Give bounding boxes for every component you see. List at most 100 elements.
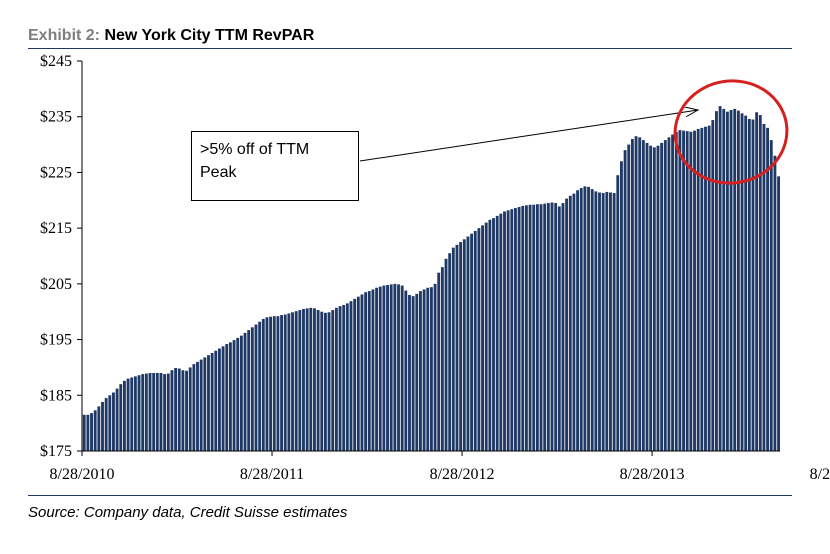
bar — [777, 176, 780, 451]
annotation-line-2: Peak — [200, 164, 237, 181]
bar — [444, 258, 448, 451]
bar — [86, 414, 90, 451]
y-tick-label: $175 — [40, 443, 72, 460]
bar — [331, 310, 335, 451]
bar — [101, 401, 104, 451]
x-tick-label: 8/28/2011 — [240, 466, 304, 483]
bar — [130, 377, 134, 451]
bar — [579, 188, 583, 451]
bar — [174, 367, 178, 451]
bar — [155, 373, 159, 451]
bar — [733, 108, 737, 451]
bar — [250, 327, 254, 451]
bar — [758, 115, 762, 451]
bar — [152, 373, 156, 451]
bar — [115, 388, 119, 451]
bar — [356, 296, 360, 451]
bar — [576, 190, 579, 451]
bar — [305, 308, 309, 451]
bar — [594, 191, 598, 451]
source-note: Source: Company data, Credit Suisse esti… — [28, 504, 348, 521]
bar — [521, 205, 525, 451]
bar-series — [82, 106, 780, 452]
annotation-arrow — [359, 110, 698, 162]
bar — [638, 137, 642, 451]
bar — [528, 204, 532, 451]
bar — [170, 370, 174, 451]
bar — [532, 204, 536, 451]
y-tick-label: $215 — [40, 220, 72, 237]
bar — [276, 316, 280, 451]
exhibit-label: Exhibit 2: — [28, 27, 101, 44]
bar — [506, 210, 510, 451]
bar — [598, 192, 601, 452]
bar — [433, 283, 437, 451]
y-tick-label: $205 — [40, 276, 72, 293]
bar — [338, 306, 342, 451]
bar — [258, 321, 262, 451]
bar — [773, 155, 777, 451]
bar — [196, 361, 199, 451]
bar — [309, 307, 313, 451]
bar — [93, 410, 97, 451]
bar — [722, 108, 726, 451]
bar — [225, 344, 229, 451]
bar — [419, 291, 422, 451]
y-tick-label: $225 — [40, 164, 72, 181]
annotation-line-1: >5% off of TTM — [200, 141, 310, 158]
bar — [612, 193, 616, 452]
bar — [470, 233, 474, 451]
bar — [554, 203, 558, 451]
bar — [762, 123, 766, 452]
bar — [378, 286, 382, 451]
bar — [371, 289, 375, 451]
bar — [440, 267, 444, 451]
bar — [620, 161, 623, 452]
bar — [159, 373, 163, 451]
bar — [415, 293, 419, 451]
bar — [386, 284, 389, 451]
bar — [210, 352, 214, 451]
bar — [144, 373, 148, 451]
bar — [214, 350, 218, 451]
bar — [587, 186, 590, 451]
bar — [382, 285, 386, 451]
chart-title: New York City TTM RevPAR — [104, 27, 315, 44]
y-tick-label: $245 — [40, 53, 72, 70]
bar — [634, 136, 638, 451]
bar — [769, 140, 773, 452]
bar — [108, 395, 112, 451]
bar — [503, 211, 506, 451]
bar — [397, 284, 400, 451]
bar — [736, 110, 740, 451]
bar — [148, 373, 152, 451]
bar — [718, 106, 722, 451]
bar — [320, 311, 324, 451]
bar — [126, 378, 130, 451]
bar — [342, 305, 346, 451]
bar — [112, 392, 115, 451]
bar — [729, 110, 733, 451]
bar — [492, 218, 495, 451]
bar — [755, 112, 759, 451]
x-tick-label: 8/28/2014 — [810, 466, 830, 483]
bar — [663, 140, 667, 452]
bar — [272, 316, 276, 451]
bar — [715, 111, 718, 451]
bar — [557, 206, 561, 451]
bar — [671, 134, 675, 452]
bar — [97, 406, 101, 451]
bar — [535, 204, 539, 451]
bar — [192, 364, 196, 451]
bar — [327, 312, 331, 451]
x-tick-label: 8/28/2012 — [430, 466, 495, 483]
bar — [232, 340, 236, 451]
bar — [437, 272, 441, 451]
bar — [429, 287, 433, 451]
exhibit-header: Exhibit 2: New York City TTM RevPAR — [28, 27, 314, 45]
bar — [313, 308, 316, 451]
bar — [641, 140, 645, 452]
bar — [269, 316, 273, 451]
bar — [133, 376, 137, 451]
bar — [744, 115, 748, 451]
